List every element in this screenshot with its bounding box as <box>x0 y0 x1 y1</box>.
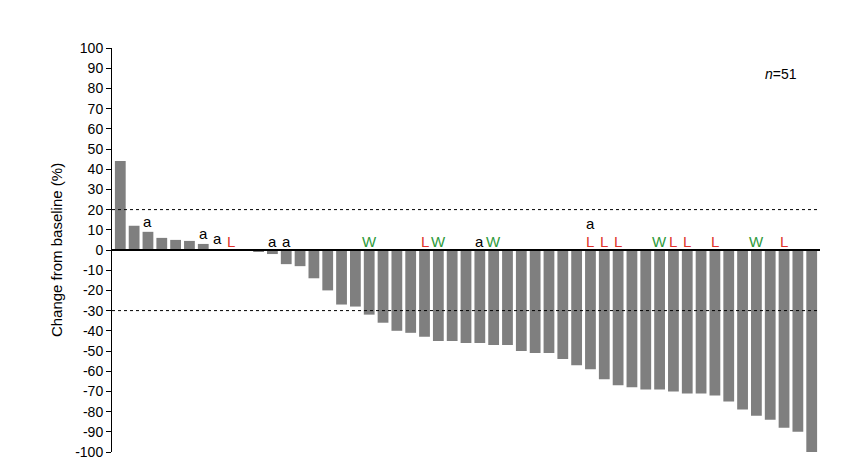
svg-text:W: W <box>486 233 501 250</box>
svg-text:W: W <box>652 233 667 250</box>
svg-text:30: 30 <box>88 181 104 197</box>
svg-text:W: W <box>362 233 377 250</box>
svg-text:n=51: n=51 <box>765 66 797 82</box>
svg-text:a: a <box>586 215 595 232</box>
svg-text:L: L <box>669 233 677 250</box>
svg-text:L: L <box>683 233 691 250</box>
svg-text:-20: -20 <box>83 282 103 298</box>
svg-text:W: W <box>749 233 764 250</box>
svg-text:90: 90 <box>88 60 104 76</box>
svg-text:70: 70 <box>88 101 104 117</box>
svg-text:L: L <box>600 233 608 250</box>
svg-text:-40: -40 <box>83 323 103 339</box>
svg-text:-60: -60 <box>83 363 103 379</box>
svg-text:-30: -30 <box>83 303 103 319</box>
svg-text:50: 50 <box>88 141 104 157</box>
svg-text:W: W <box>431 233 446 250</box>
svg-text:-100: -100 <box>75 444 103 460</box>
svg-text:a: a <box>282 233 291 250</box>
svg-text:100: 100 <box>80 40 104 56</box>
svg-text:Change from baseline (%): Change from baseline (%) <box>48 163 65 337</box>
svg-text:a: a <box>475 233 484 250</box>
svg-text:a: a <box>199 225 208 242</box>
svg-text:-80: -80 <box>83 404 103 420</box>
svg-text:L: L <box>227 233 235 250</box>
svg-text:40: 40 <box>88 161 104 177</box>
svg-text:80: 80 <box>88 80 104 96</box>
svg-text:a: a <box>268 233 277 250</box>
svg-text:L: L <box>614 233 622 250</box>
svg-text:a: a <box>143 213 152 230</box>
svg-text:L: L <box>711 233 719 250</box>
svg-text:-70: -70 <box>83 383 103 399</box>
svg-text:L: L <box>780 233 788 250</box>
svg-text:L: L <box>586 233 594 250</box>
svg-text:a: a <box>213 230 222 247</box>
svg-text:60: 60 <box>88 121 104 137</box>
svg-text:-90: -90 <box>83 424 103 440</box>
svg-text:10: 10 <box>88 222 104 238</box>
svg-text:L: L <box>421 233 429 250</box>
svg-text:0: 0 <box>95 242 103 258</box>
svg-text:20: 20 <box>88 202 104 218</box>
svg-text:-10: -10 <box>83 262 103 278</box>
svg-text:-50: -50 <box>83 343 103 359</box>
